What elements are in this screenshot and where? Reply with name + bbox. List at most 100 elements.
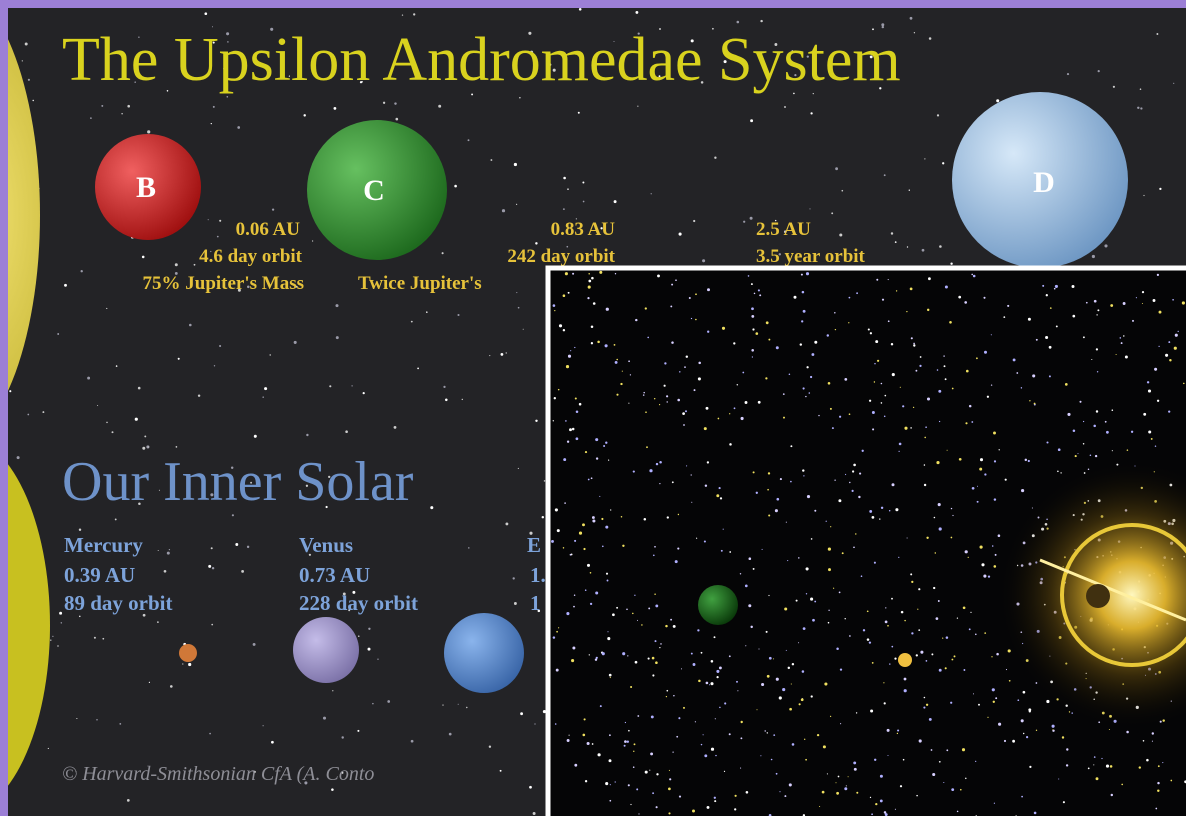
star: [811, 353, 814, 356]
star: [856, 712, 857, 713]
star: [806, 567, 809, 570]
star: [945, 286, 948, 289]
star: [723, 529, 724, 530]
star: [845, 618, 846, 619]
star: [1050, 307, 1052, 309]
star: [176, 446, 178, 448]
page: {"title": "The Upsilon Andromedae System…: [0, 0, 1186, 816]
star: [756, 709, 757, 710]
earth: [444, 613, 524, 693]
star: [575, 397, 577, 399]
star: [750, 217, 753, 220]
star: [1137, 107, 1139, 109]
star: [922, 249, 925, 252]
star: [1121, 342, 1123, 344]
star: [112, 431, 114, 433]
star: [830, 408, 832, 410]
star: [217, 236, 219, 238]
star: [1006, 669, 1007, 670]
star: [939, 421, 940, 422]
star: [812, 619, 815, 622]
star: [591, 342, 593, 344]
star: [907, 246, 908, 247]
star: [701, 744, 702, 745]
star: [951, 788, 954, 791]
star: [595, 592, 598, 595]
star: [724, 771, 725, 772]
star: [1067, 413, 1070, 416]
star: [655, 640, 657, 642]
star: [889, 663, 890, 664]
star: [916, 654, 918, 656]
star: [991, 384, 992, 385]
star: [602, 545, 604, 547]
star: [1111, 794, 1113, 796]
star: [703, 734, 704, 735]
star: [752, 356, 753, 357]
star: [885, 621, 888, 624]
star: [904, 689, 907, 692]
star: [198, 394, 200, 396]
star: [976, 357, 978, 359]
star: [854, 768, 857, 771]
star: [789, 373, 791, 375]
star: [842, 552, 844, 554]
star: [558, 389, 560, 391]
star: [554, 397, 556, 399]
star: [516, 292, 517, 293]
star: [1036, 339, 1038, 341]
star: [1096, 314, 1097, 315]
star: [1065, 383, 1068, 386]
star: [587, 297, 589, 299]
star: [608, 460, 609, 461]
star: [1028, 318, 1031, 321]
star: [911, 337, 913, 339]
star: [707, 288, 710, 291]
star: [960, 789, 962, 791]
star: [1036, 730, 1037, 731]
star: [911, 581, 913, 583]
mass: 75% Jupiter's Mass: [143, 273, 305, 294]
star: [442, 252, 444, 254]
star: [1021, 489, 1024, 492]
star: [667, 401, 668, 402]
star: [563, 329, 565, 331]
star: [722, 327, 725, 330]
star: [776, 346, 779, 349]
star: [978, 704, 980, 706]
star: [1178, 331, 1179, 332]
star: [810, 112, 812, 114]
star: [957, 617, 958, 618]
star: [758, 648, 759, 649]
star: [1057, 471, 1059, 473]
star: [832, 427, 834, 429]
star: [666, 690, 668, 692]
star: [1058, 448, 1061, 451]
star: [874, 562, 876, 564]
star: [789, 783, 792, 786]
star: [1023, 691, 1026, 694]
star: [724, 702, 726, 704]
star: [689, 297, 691, 299]
star: [715, 718, 716, 719]
star: [824, 682, 827, 685]
star: [927, 397, 930, 400]
planet-label: B: [136, 171, 156, 204]
star: [572, 273, 574, 275]
star: [875, 803, 877, 805]
star: [783, 417, 785, 419]
star: [991, 334, 992, 335]
star: [489, 355, 490, 356]
star: [1062, 736, 1064, 738]
star: [952, 515, 953, 516]
star: [814, 601, 816, 603]
star: [979, 468, 982, 471]
star: [570, 554, 572, 556]
star: [819, 806, 820, 807]
star: [645, 411, 647, 413]
star: [214, 365, 215, 366]
star: [943, 355, 944, 356]
star: [1123, 302, 1126, 305]
star: [868, 328, 870, 330]
star: [924, 437, 926, 439]
